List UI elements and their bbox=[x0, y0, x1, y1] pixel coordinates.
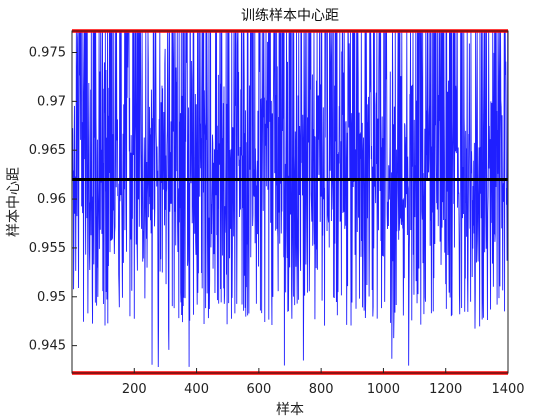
x-ticks: 200 400 600 800 1000 1200 1400 bbox=[122, 368, 525, 397]
x-tick-label: 600 bbox=[246, 382, 271, 397]
y-tick-label: 0.955 bbox=[29, 241, 66, 256]
x-tick-label: 1400 bbox=[491, 382, 524, 397]
plot-frame bbox=[71, 30, 509, 374]
y-tick-label: 0.97 bbox=[37, 94, 66, 109]
y-tick-label: 0.96 bbox=[37, 192, 66, 207]
series-sample-center-distance bbox=[71, 30, 509, 368]
y-tick-label: 0.95 bbox=[37, 290, 66, 305]
x-tick-label: 1200 bbox=[429, 382, 462, 397]
y-tick-label: 0.975 bbox=[29, 45, 66, 60]
x-tick-label: 400 bbox=[184, 382, 209, 397]
y-axis-label: 样本中心距 bbox=[6, 167, 22, 237]
chart-title: 训练样本中心距 bbox=[241, 8, 339, 24]
y-tick-label: 0.945 bbox=[29, 339, 66, 354]
x-tick-label: 800 bbox=[309, 382, 334, 397]
x-tick-label: 200 bbox=[122, 382, 147, 397]
y-tick-label: 0.965 bbox=[29, 143, 66, 158]
x-axis-label: 样本 bbox=[276, 402, 304, 418]
y-ticks: 0.945 0.95 0.955 0.96 0.965 0.97 0.975 bbox=[29, 45, 77, 354]
x-tick-label: 1000 bbox=[367, 382, 400, 397]
